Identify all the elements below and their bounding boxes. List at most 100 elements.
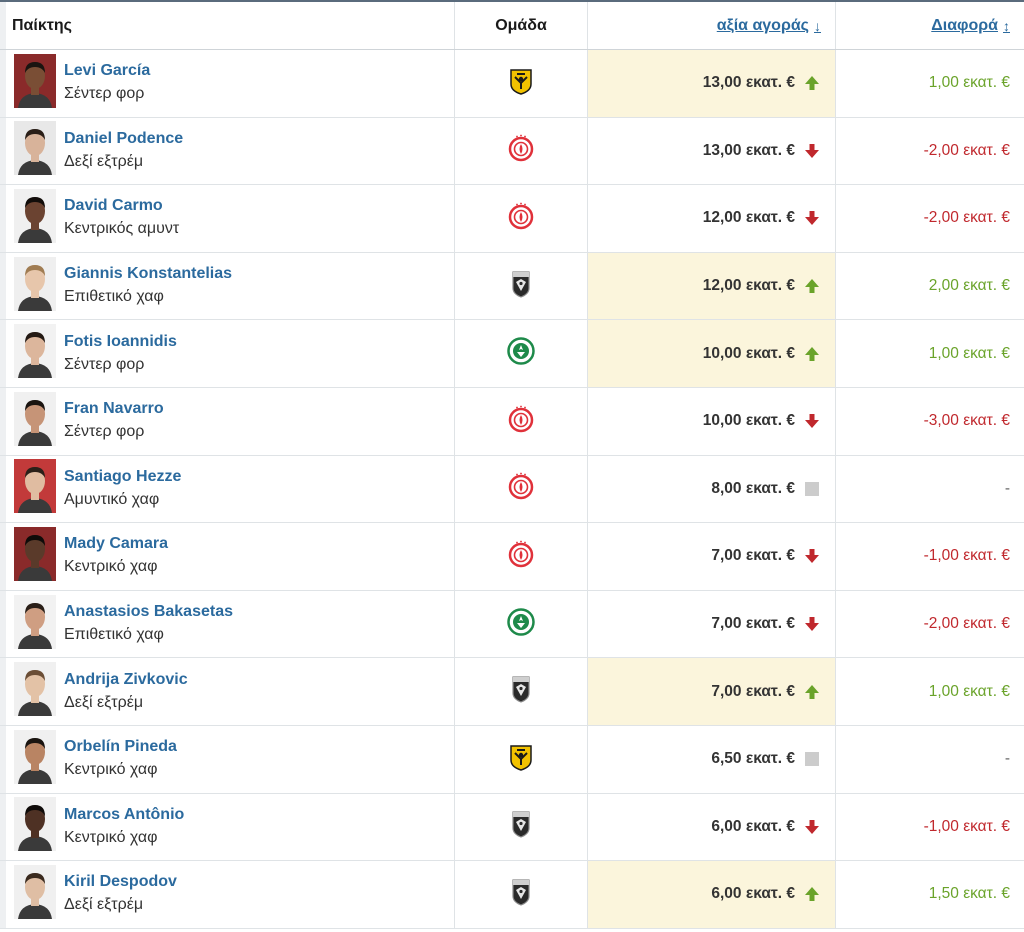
player-name-link[interactable]: Fotis Ioannidis: [64, 332, 177, 350]
trend-up-icon: [803, 345, 821, 363]
olympiacos-crest-icon[interactable]: [506, 539, 536, 574]
player-photo[interactable]: [14, 729, 64, 789]
difference-cell: 2,00 εκατ. €: [836, 253, 1024, 320]
market-value-sort-link[interactable]: αξία αγοράς: [716, 16, 809, 34]
player-photo[interactable]: [14, 459, 64, 518]
olympiacos-crest-icon[interactable]: [506, 404, 536, 439]
value-difference: -2,00 εκατ. €: [923, 141, 1010, 159]
market-value-cell: 7,00 εκατ. €: [588, 590, 836, 658]
player-photo[interactable]: [14, 256, 64, 316]
player-info: Fran Navarro Σέντερ φορ: [64, 398, 164, 444]
difference-sort-link[interactable]: Διαφορά: [931, 16, 998, 34]
player-name-link[interactable]: Giannis Konstantelias: [64, 265, 233, 283]
difference-cell: 1,00 εκατ. €: [836, 658, 1024, 725]
player-photo[interactable]: [14, 594, 64, 654]
player-name-link[interactable]: Daniel Podence: [64, 129, 184, 147]
olympiacos-crest-icon[interactable]: [506, 201, 536, 236]
paok-crest-icon[interactable]: [506, 674, 536, 709]
player-position: Κεντρικό χαφ: [64, 828, 158, 846]
player-cell: David Carmo Κεντρικός αμυντ: [0, 185, 455, 252]
value-difference: -: [1004, 479, 1010, 497]
player-cell: Fotis Ioannidis Σέντερ φορ: [0, 320, 455, 387]
table-row: Anastasios Bakasetas Επιθετικό χαφ 7,00 εκ…: [0, 590, 1024, 659]
trend-down-icon: [803, 615, 821, 633]
trend-down-icon: [803, 209, 821, 227]
sort-down-icon[interactable]: ↓: [814, 17, 821, 34]
paok-crest-icon[interactable]: [506, 877, 536, 912]
market-value-cell: 12,00 εκατ. €: [588, 252, 836, 320]
club-cell: [455, 455, 588, 523]
player-name-link[interactable]: David Carmo: [64, 197, 163, 215]
trend-down-icon: [803, 547, 821, 565]
market-value: 6,00 εκατ. €: [711, 817, 795, 835]
trend-unchanged-icon: [803, 750, 821, 768]
player-position: Σέντερ φορ: [64, 85, 145, 103]
club-cell: [455, 185, 588, 252]
player-photo[interactable]: [14, 324, 64, 383]
value-difference: -1,00 εκατ. €: [923, 817, 1010, 835]
player-info: Andrija Zivkovic Δεξί εξτρέμ: [64, 669, 188, 715]
player-info: David Carmo Κεντρικός αμυντ: [64, 195, 179, 241]
market-value: 10,00 εκατ. €: [702, 412, 795, 430]
player-photo[interactable]: [14, 797, 64, 856]
club-cell: [455, 117, 588, 185]
player-name-link[interactable]: Andrija Zivkovic: [64, 670, 188, 688]
market-value: 12,00 εκατ. €: [702, 209, 795, 227]
market-value: 10,00 εκατ. €: [702, 344, 795, 362]
column-header-market-value[interactable]: αξία αγοράς ↓: [588, 2, 836, 49]
value-difference: 1,50 εκατ. €: [928, 885, 1010, 903]
player-photo[interactable]: [14, 662, 64, 721]
player-info: Orbelín Pineda Κεντρικό χαφ: [64, 736, 177, 782]
player-photo[interactable]: [14, 188, 64, 248]
panathinaikos-crest-icon[interactable]: [506, 607, 536, 642]
column-header-difference[interactable]: Διαφορά ↕: [836, 2, 1024, 49]
player-name-link[interactable]: Anastasios Bakasetas: [64, 603, 233, 621]
column-header-player: Παίκτης: [0, 2, 455, 49]
panathinaikos-crest-icon[interactable]: [506, 336, 536, 371]
player-photo[interactable]: [14, 526, 64, 586]
player-photo[interactable]: [14, 391, 64, 451]
paok-crest-icon[interactable]: [506, 269, 536, 304]
aek-crest-icon[interactable]: [506, 742, 536, 777]
player-name-link[interactable]: Levi García: [64, 62, 151, 80]
value-difference: -2,00 εκατ. €: [923, 615, 1010, 633]
value-difference: -3,00 εκατ. €: [923, 412, 1010, 430]
table-row: Marcos Antônio Κεντρικό χαφ 6,00 εκατ. € -1…: [0, 793, 1024, 862]
player-cell: Daniel Podence Δεξί εξτρέμ: [0, 117, 455, 185]
value-difference: 2,00 εκατ. €: [928, 277, 1010, 295]
player-photo[interactable]: [14, 121, 64, 180]
player-name-link[interactable]: Mady Camara: [64, 535, 169, 553]
player-name-link[interactable]: Orbelín Pineda: [64, 738, 177, 756]
player-photo[interactable]: [14, 864, 64, 924]
market-value: 13,00 εκατ. €: [702, 74, 795, 92]
difference-cell: 1,00 εκατ. €: [836, 50, 1024, 117]
sort-both-icon[interactable]: ↕: [1003, 17, 1010, 34]
difference-cell: -2,00 εκατ. €: [836, 185, 1024, 252]
market-value-cell: 10,00 εκατ. €: [588, 320, 836, 387]
club-cell: [455, 590, 588, 658]
player-photo[interactable]: [14, 53, 64, 113]
club-cell: [455, 387, 588, 455]
market-value-cell: 13,00 εκατ. €: [588, 117, 836, 185]
table-row: Levi García Σέντερ φορ 13,00 εκατ. € 1,00 ε…: [0, 50, 1024, 118]
paok-crest-icon[interactable]: [506, 809, 536, 844]
player-name-link[interactable]: Fran Navarro: [64, 400, 164, 418]
player-name-link[interactable]: Marcos Antônio: [64, 805, 185, 823]
market-value: 8,00 εκατ. €: [711, 479, 795, 497]
player-cell: Santiago Hezze Αμυντικό χαφ: [0, 455, 455, 523]
player-name-link[interactable]: Santiago Hezze: [64, 467, 182, 485]
market-value-cell: 6,00 εκατ. €: [588, 793, 836, 861]
olympiacos-crest-icon[interactable]: [506, 133, 536, 168]
olympiacos-crest-icon[interactable]: [506, 471, 536, 506]
difference-cell: -: [836, 726, 1024, 793]
trend-down-icon: [803, 412, 821, 430]
aek-crest-icon[interactable]: [506, 66, 536, 101]
table-row: Giannis Konstantelias Επιθετικό χαφ 12,00 …: [0, 252, 1024, 321]
market-value-cell: 10,00 εκατ. €: [588, 387, 836, 455]
market-value: 7,00 εκατ. €: [711, 682, 795, 700]
player-info: Daniel Podence Δεξί εξτρέμ: [64, 128, 183, 174]
player-name-link[interactable]: Kiril Despodov: [64, 873, 177, 891]
player-cell: Levi García Σέντερ φορ: [0, 50, 455, 117]
club-cell: [455, 320, 588, 387]
